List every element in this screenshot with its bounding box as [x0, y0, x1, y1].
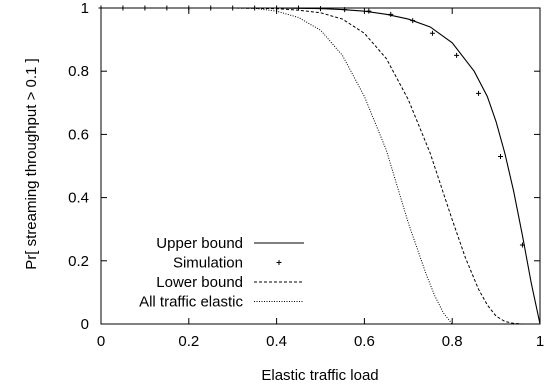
- legend-swatch-simulation: [276, 260, 282, 265]
- data-point-simulation: [429, 30, 435, 36]
- legend-label: Simulation: [173, 255, 243, 272]
- data-point-simulation: [388, 11, 394, 17]
- data-point-simulation: [318, 6, 323, 12]
- x-tick-label: 0.8: [442, 333, 463, 350]
- data-point-simulation: [519, 242, 525, 248]
- y-tick-label: 0.4: [68, 190, 89, 207]
- x-tick-label: 0.6: [354, 333, 375, 350]
- data-point-simulation: [454, 52, 460, 58]
- x-tick-label: 0: [97, 333, 105, 350]
- series-line-all-traffic-elastic: [101, 7, 453, 325]
- series-line-lower-bound: [101, 7, 523, 325]
- data-point-simulation: [410, 18, 416, 24]
- data-point-simulation: [342, 7, 348, 13]
- y-tick-label: 0: [81, 316, 89, 333]
- y-tick-label: 0.6: [68, 126, 89, 143]
- legend-label: Lower bound: [156, 274, 243, 291]
- y-tick-label: 0.2: [68, 253, 89, 270]
- data-point-simulation: [274, 5, 280, 11]
- data-point-simulation: [476, 90, 482, 96]
- y-tick-label: 0.8: [68, 63, 89, 80]
- legend-label: All traffic elastic: [139, 294, 243, 311]
- data-point-simulation: [296, 5, 302, 11]
- x-axis-label: Elastic traffic load: [261, 367, 378, 384]
- y-axis-label: Pr[ streaming throughput > 0.1 ]: [23, 58, 40, 269]
- legend: Upper bound Simulation Lower bound All traf…: [139, 235, 304, 311]
- legend-label: Upper bound: [156, 235, 243, 252]
- series-simulation-points: [98, 5, 525, 248]
- data-point-simulation: [366, 8, 372, 14]
- y-tick-label: 1: [81, 0, 89, 17]
- series-layer: [98, 5, 541, 325]
- x-tick-label: 0.2: [178, 333, 199, 350]
- data-point-simulation: [497, 154, 503, 160]
- x-tick-label: 0.4: [266, 333, 287, 350]
- x-tick-label: 1: [536, 333, 544, 350]
